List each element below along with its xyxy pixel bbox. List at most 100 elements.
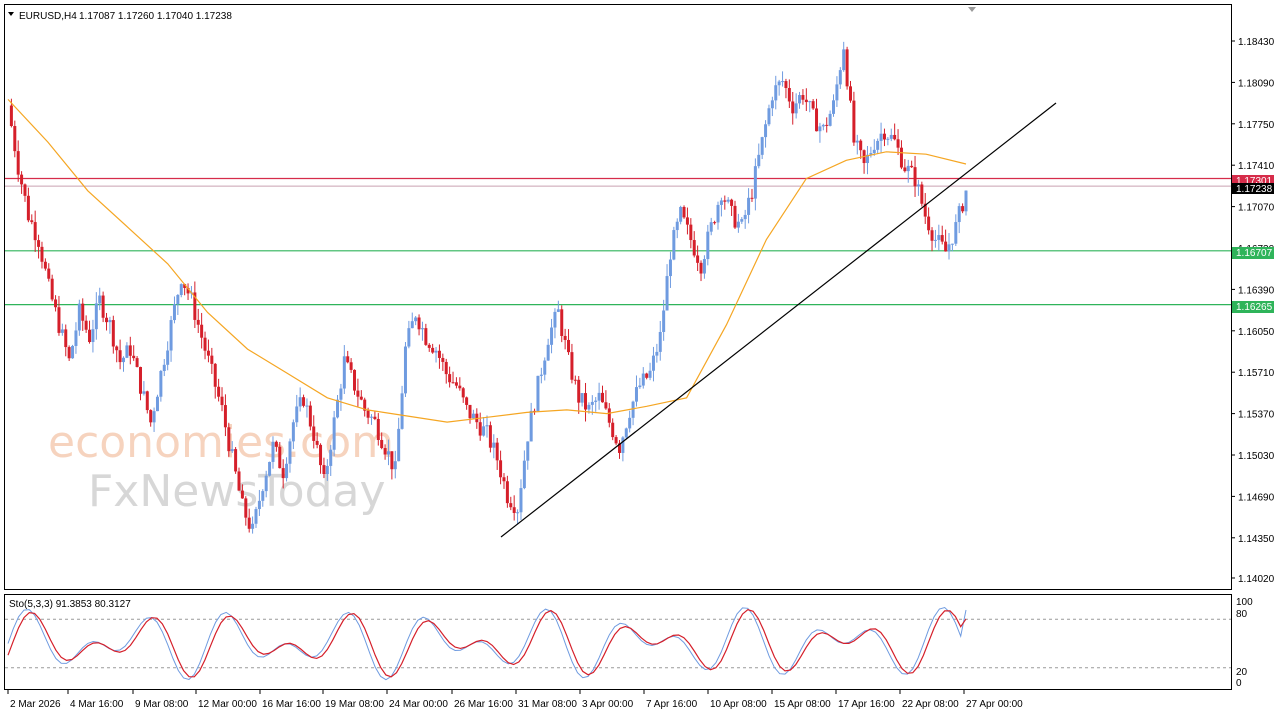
candle-body — [54, 299, 58, 308]
candle-body — [315, 440, 319, 445]
candle-body — [33, 222, 37, 241]
x-tick-label: 19 Mar 08:00 — [325, 699, 384, 710]
candle-body — [961, 206, 965, 212]
candle-body — [770, 100, 774, 109]
candle-body — [159, 371, 163, 397]
support2-price-label: 1.16265 — [1236, 302, 1273, 313]
candle-body — [145, 391, 149, 411]
candle-body — [138, 366, 142, 394]
candle-body — [397, 428, 401, 462]
candle-body — [227, 427, 231, 452]
candle-body — [624, 428, 628, 438]
candle-body — [220, 396, 224, 406]
candle-body — [631, 401, 635, 418]
candle-body — [580, 393, 584, 403]
x-tick-label: 16 Mar 16:00 — [262, 699, 321, 710]
candle-body — [369, 416, 373, 418]
candle-body — [43, 261, 47, 269]
candle-body — [261, 491, 265, 501]
candle-body — [838, 70, 842, 85]
candle-body — [285, 463, 289, 479]
candle-body — [896, 139, 900, 148]
current-price-label: 1.17238 — [1236, 184, 1273, 195]
candle-body — [57, 307, 61, 333]
candle-body — [91, 329, 95, 343]
candle-body — [37, 240, 41, 247]
trendline — [500, 102, 1057, 538]
candle-body — [937, 235, 941, 240]
support2-price-tag — [1232, 301, 1274, 313]
candle-body — [573, 379, 577, 381]
x-tick-label: 27 Apr 00:00 — [966, 699, 1023, 710]
candle-body — [50, 278, 54, 300]
candle-body — [111, 320, 115, 347]
candle-body — [254, 509, 258, 524]
candle-body — [67, 347, 71, 359]
candle-body — [811, 101, 815, 109]
candle-body — [964, 190, 968, 212]
candle-body — [132, 355, 136, 359]
candle-body — [777, 81, 781, 86]
candle-body — [546, 344, 550, 361]
candle-body — [30, 220, 34, 223]
candle-body — [543, 360, 547, 375]
candle-body — [410, 321, 414, 329]
candle-body — [733, 205, 737, 228]
candle-body — [281, 468, 285, 479]
candle-body — [77, 303, 81, 331]
candle-body — [342, 356, 346, 389]
support1-price-tag — [1232, 247, 1274, 259]
chart-shift-icon[interactable] — [968, 7, 976, 12]
candle-body — [499, 460, 503, 478]
candle-body — [186, 287, 190, 294]
candle-body — [927, 216, 931, 231]
candle-body — [604, 402, 608, 409]
candle-body — [757, 154, 761, 167]
x-tick-label: 3 Apr 00:00 — [582, 699, 634, 710]
candle-body — [427, 344, 431, 348]
symbol-dropdown-icon[interactable] — [8, 12, 14, 16]
candle-body — [441, 357, 445, 362]
candle-body — [319, 444, 323, 466]
candle-body — [179, 284, 183, 295]
x-tick-label: 4 Mar 16:00 — [70, 699, 124, 710]
y-tick-label: 1.17750 — [1238, 120, 1275, 131]
candle-body — [702, 259, 706, 274]
candle-body — [135, 358, 139, 367]
candle-body — [764, 124, 768, 138]
y-tick-label: 1.18430 — [1238, 37, 1275, 48]
candle-body — [200, 324, 204, 338]
candle-body — [302, 397, 306, 406]
stochastic-label: Sto(5,3,3) 91.3853 80.3127 — [9, 599, 131, 610]
candle-body — [750, 197, 754, 199]
candle-body — [98, 295, 102, 304]
candle-body — [125, 345, 129, 358]
candle-body — [662, 310, 666, 332]
candle-body — [128, 345, 132, 356]
candle-body — [709, 222, 713, 232]
candle-body — [920, 184, 924, 204]
x-tick-label: 31 Mar 08:00 — [518, 699, 577, 710]
candle-body — [791, 101, 795, 114]
candle-body — [176, 294, 180, 305]
candle-body — [651, 355, 655, 371]
symbol-label[interactable]: EURUSD,H4 — [19, 11, 77, 22]
x-tick-label: 7 Apr 16:00 — [646, 699, 698, 710]
candle-body — [298, 397, 302, 407]
candle-body — [801, 95, 805, 100]
candle-body — [556, 309, 560, 312]
candle-body — [526, 441, 530, 461]
candle-body — [753, 166, 757, 199]
candle-body — [893, 134, 897, 140]
x-tick-label: 24 Mar 00:00 — [389, 699, 448, 710]
candle-body — [155, 396, 159, 412]
candle-body — [815, 108, 819, 132]
candle-body — [879, 133, 883, 141]
y-tick-label: 1.14690 — [1238, 492, 1275, 503]
candle-body — [353, 369, 357, 391]
candle-body — [655, 351, 659, 356]
candle-body — [183, 284, 187, 288]
candle-body — [210, 355, 214, 364]
candle-body — [380, 439, 384, 449]
candle-body — [781, 81, 785, 83]
